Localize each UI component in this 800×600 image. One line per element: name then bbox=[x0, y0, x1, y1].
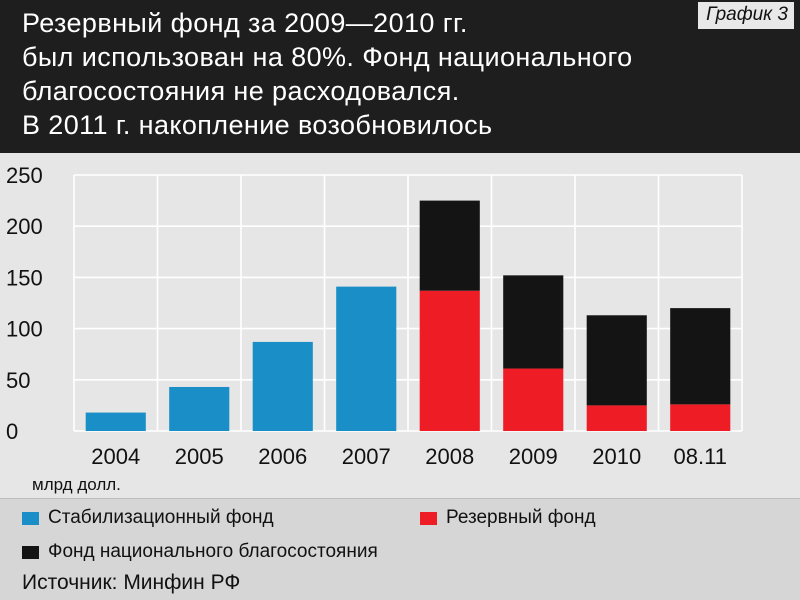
x-tick-label: 2004 bbox=[91, 444, 140, 469]
legend-item-national-wealth-fund: Фонд национального благосостояния bbox=[22, 541, 378, 563]
bar-segment bbox=[252, 341, 313, 431]
y-tick-label: 200 bbox=[6, 214, 43, 239]
bar-segment bbox=[85, 412, 146, 431]
x-tick-label: 2006 bbox=[258, 444, 307, 469]
x-tick-label: 08.11 bbox=[674, 444, 727, 469]
bar-segment bbox=[503, 368, 564, 431]
y-axis-unit-label: млрд долл. bbox=[32, 475, 121, 494]
bar-segment bbox=[419, 290, 480, 431]
bar-segment bbox=[670, 308, 731, 405]
legend-label: Фонд национального благосостояния bbox=[48, 541, 378, 562]
legend-label: Стабилизационный фонд bbox=[48, 507, 274, 528]
legend-swatch-blue bbox=[22, 511, 39, 525]
bar-segment bbox=[336, 286, 397, 431]
y-tick-label: 250 bbox=[6, 163, 43, 188]
x-tick-label: 2010 bbox=[592, 444, 641, 469]
bar-chart: 0 50 100 150 200 250 2004 2005 2006 2007 2008 2009 2… bbox=[6, 163, 743, 469]
source-note: Источник: Минфин РФ bbox=[22, 571, 241, 594]
legend-swatch-black bbox=[22, 545, 39, 559]
y-tick-label: 100 bbox=[6, 317, 43, 342]
legend-item-stabilization-fund: Стабилизационный фонд bbox=[22, 507, 274, 529]
chart-area: 0 50 100 150 200 250 2004 2005 2006 2007 2008 2009 2… bbox=[0, 153, 800, 498]
bar-segment bbox=[503, 275, 564, 369]
bar-segment bbox=[586, 405, 647, 431]
y-tick-label: 50 bbox=[6, 368, 30, 393]
x-tick-label: 2007 bbox=[342, 444, 391, 469]
legend: Стабилизационный фонд Резервный фонд Фон… bbox=[0, 498, 800, 569]
x-tick-label: 2009 bbox=[509, 444, 558, 469]
chart-number-badge: График 3 bbox=[698, 2, 794, 29]
bar-segment bbox=[419, 200, 480, 291]
y-tick-label: 150 bbox=[6, 265, 43, 290]
x-tick-label: 2005 bbox=[175, 444, 224, 469]
bar-segment bbox=[169, 386, 230, 431]
bar-segment bbox=[670, 404, 731, 431]
chart-header: Резервный фонд за 2009—2010 гг. был испо… bbox=[0, 0, 800, 153]
legend-swatch-red bbox=[420, 511, 437, 525]
legend-item-reserve-fund: Резервный фонд bbox=[420, 507, 596, 529]
bar-segment bbox=[586, 315, 647, 406]
chart-title: Резервный фонд за 2009—2010 гг. был испо… bbox=[22, 8, 633, 140]
y-tick-label: 0 bbox=[6, 419, 18, 444]
source-bar: Источник: Минфин РФ bbox=[0, 568, 800, 600]
legend-label: Резервный фонд bbox=[446, 507, 596, 528]
x-tick-label: 2008 bbox=[425, 444, 474, 469]
